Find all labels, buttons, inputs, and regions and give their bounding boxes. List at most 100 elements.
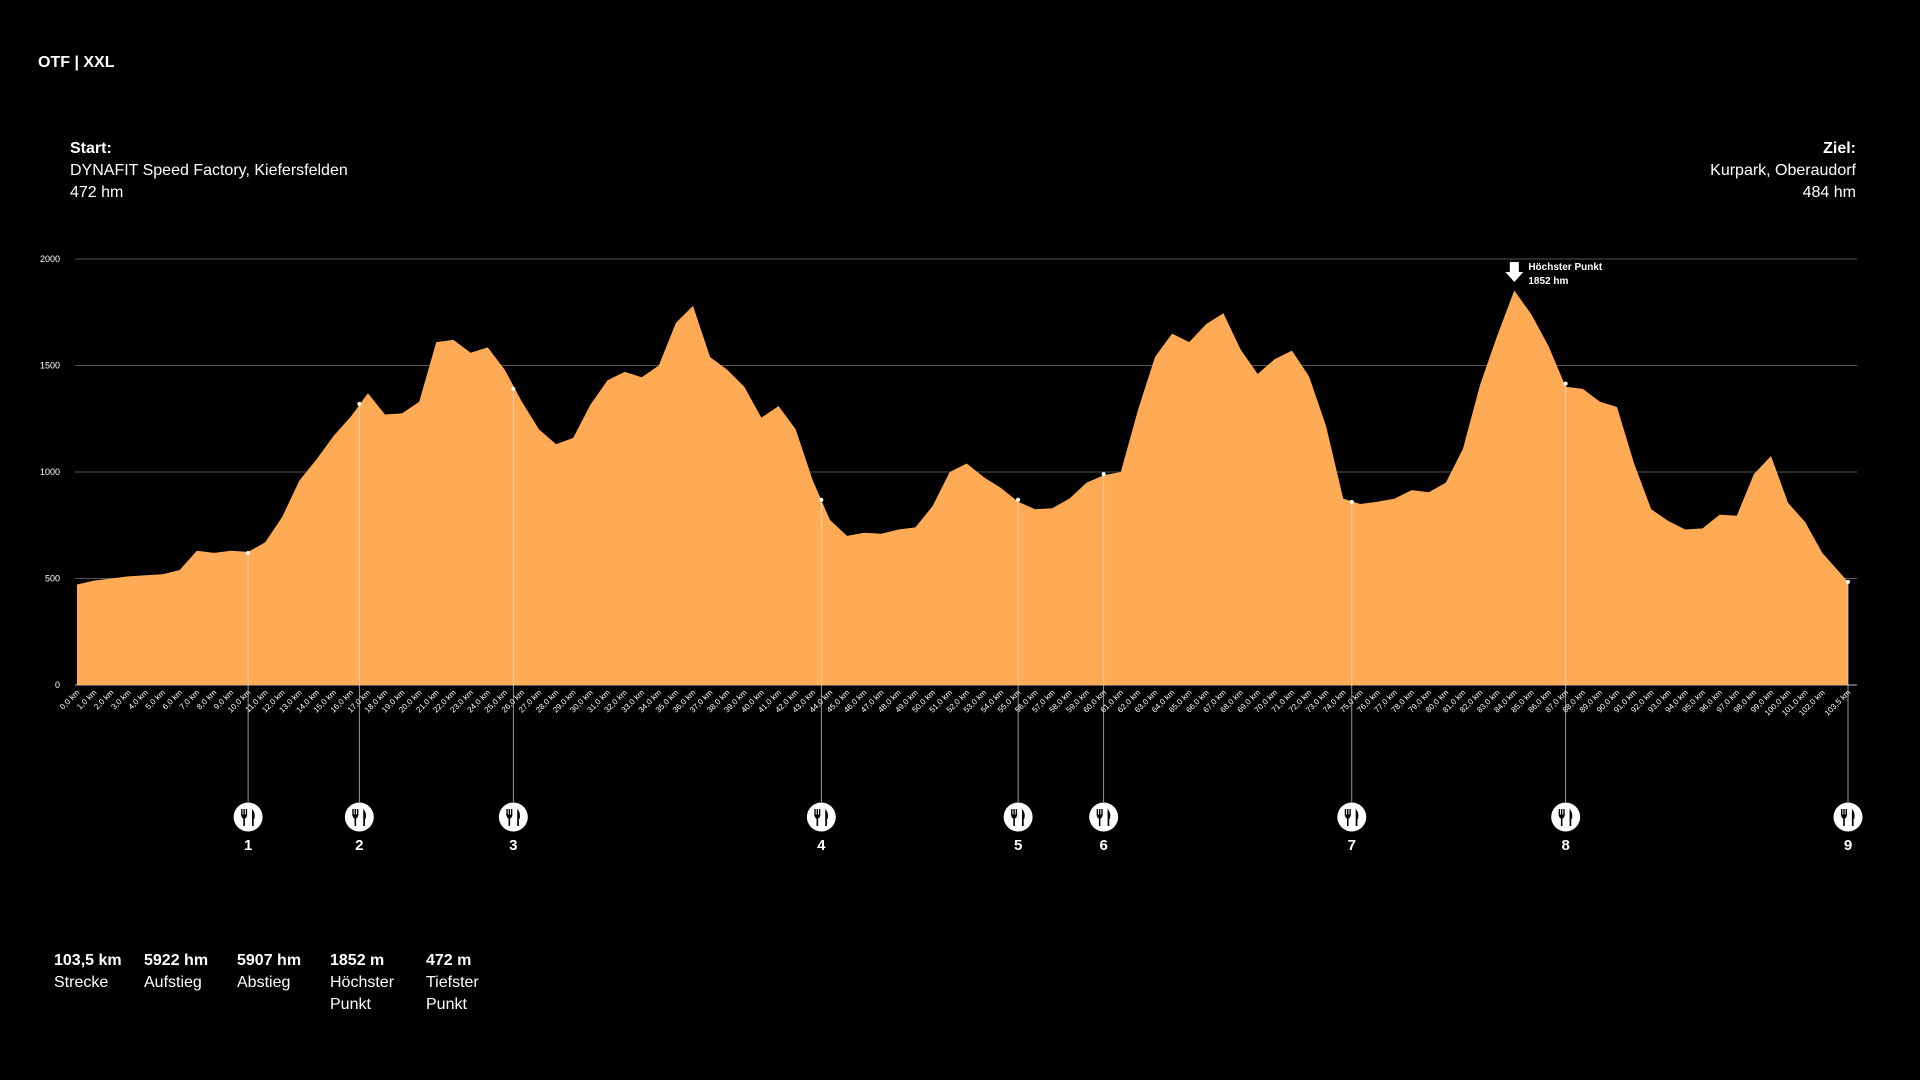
fork-tine [241, 809, 243, 815]
stop-badge [1551, 802, 1581, 832]
knife-blade [1106, 808, 1111, 826]
stop-point [1016, 497, 1021, 502]
start-elevation: 472 hm [70, 184, 124, 201]
stop-8: 8 [1551, 381, 1581, 854]
fork-tine [1563, 809, 1565, 815]
fork-knife-icon [1010, 808, 1025, 826]
fork-tine [352, 809, 354, 815]
knife-blade [1851, 808, 1855, 826]
y-tick-label-1500: 1500 [40, 361, 60, 371]
peak-label: Höchster Punkt [1528, 262, 1603, 273]
stat-lowest-value: 472 m [426, 952, 472, 969]
fork-handle [1010, 814, 1018, 826]
elevation-area-layer [77, 290, 1848, 685]
fork-tine [818, 809, 821, 815]
stop-point [1101, 472, 1106, 477]
fork-knife-icon [352, 808, 366, 826]
stop-number: 1 [244, 837, 252, 854]
stat-descent-label: Abstieg [237, 974, 291, 991]
y-tick-label-0: 0 [55, 680, 60, 690]
stop-badge [233, 802, 263, 832]
fork-knife-icon [240, 808, 255, 826]
fork-tine [1015, 809, 1018, 815]
fork-tine [1013, 809, 1015, 815]
fork-tine [1344, 809, 1347, 815]
stop-9: 9 [1833, 579, 1863, 854]
stop-badge [344, 802, 374, 832]
fork-tine [1011, 809, 1013, 815]
peak-value: 1852 hm [1528, 276, 1568, 287]
stop-number: 4 [817, 837, 826, 854]
stop-point [246, 550, 251, 555]
fork-tine [245, 809, 248, 815]
stop-2: 2 [344, 401, 374, 854]
y-tick-label-2000: 2000 [40, 254, 60, 264]
fork-tine [1843, 809, 1845, 815]
y-tick-label-1000: 1000 [40, 467, 60, 477]
start-info: Start: DYNAFIT Speed Factory, Kiefersfel… [70, 138, 348, 204]
fork-handle [1344, 814, 1351, 826]
fork-knife-icon [1096, 808, 1111, 826]
fork-tine [243, 809, 245, 815]
stat-lowest: 472 m Tiefster Punkt [426, 950, 522, 1016]
stop-badge [1089, 802, 1119, 832]
finish-name: Kurpark, Oberaudorf [1710, 162, 1856, 179]
peak-arrow-icon [1505, 262, 1524, 282]
stat-highest-value: 1852 m [330, 952, 385, 969]
fork-tine [814, 809, 816, 815]
fork-tine [506, 809, 508, 815]
stop-1: 1 [233, 550, 263, 854]
fork-handle [1558, 814, 1565, 826]
elevation-area [77, 290, 1848, 685]
fork-knife-icon [1840, 808, 1855, 826]
fork-tine [816, 809, 819, 815]
knife-blade [516, 808, 520, 826]
fork-tine [1098, 809, 1101, 815]
knife-blade [1021, 808, 1025, 826]
stat-distance-label: Strecke [54, 974, 109, 991]
stop-point [1349, 499, 1354, 504]
fork-handle [352, 814, 359, 826]
fork-tine [510, 809, 513, 815]
fork-tine [354, 809, 357, 815]
stop-point [511, 386, 516, 391]
stop-point [1563, 381, 1568, 386]
stat-highest: 1852 m Höchster Punkt [330, 950, 426, 1016]
stop-number: 5 [1014, 837, 1022, 854]
stop-badge [1833, 802, 1863, 832]
stat-ascent-value: 5922 hm [144, 952, 209, 969]
y-tick-label-500: 500 [45, 574, 60, 584]
stop-point [1846, 579, 1850, 584]
knife-blade [824, 808, 828, 826]
start-label: Start: [70, 140, 112, 157]
fork-handle [506, 814, 513, 826]
fork-tine [1096, 809, 1099, 815]
knife-blade [1568, 808, 1573, 826]
fork-knife-icon [506, 808, 520, 826]
stat-lowest-label: Tiefster Punkt [426, 974, 479, 1013]
stop-4: 4 [806, 497, 836, 854]
stop-badge [806, 802, 836, 832]
stop-6: 6 [1089, 472, 1119, 854]
stop-badge [498, 802, 528, 832]
stat-ascent: 5922 hm Aufstieg [144, 950, 237, 1016]
stop-badge [1003, 802, 1033, 832]
stat-descent: 5907 hm Abstieg [237, 950, 330, 1016]
fork-tine [1349, 809, 1351, 815]
fork-tine [356, 809, 359, 815]
stop-number: 7 [1348, 837, 1356, 854]
stop-number: 6 [1099, 837, 1107, 854]
stat-distance-value: 103,5 km [54, 952, 122, 969]
fork-knife-icon [1344, 808, 1359, 826]
x-tick-labels: 0,0 km1,0 km2,0 km3,0 km4,0 km5,0 km6,0 … [58, 688, 1853, 718]
finish-info: Ziel: Kurpark, Oberaudorf 484 hm [1710, 138, 1856, 204]
start-name: DYNAFIT Speed Factory, Kiefersfelden [70, 162, 348, 179]
peak-marker: Höchster Punkt 1852 hm [1505, 262, 1603, 287]
stop-7: 7 [1337, 499, 1367, 854]
fork-tine [1845, 809, 1847, 815]
knife-blade [251, 808, 255, 826]
stop-point [819, 497, 824, 502]
fork-handle [814, 814, 821, 826]
stop-badge [1337, 802, 1367, 832]
